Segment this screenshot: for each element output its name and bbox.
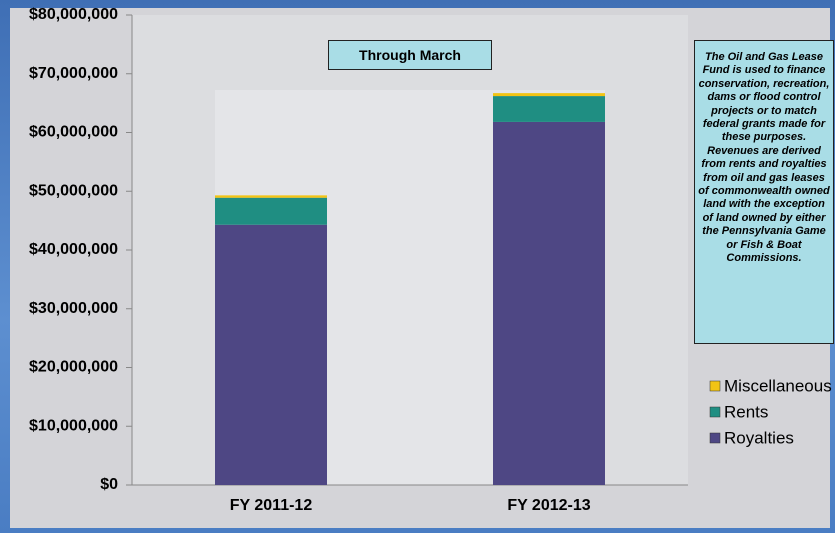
bar-segment — [493, 93, 605, 97]
y-tick-label: $30,000,000 — [29, 300, 118, 317]
x-tick-label: FY 2012-13 — [507, 497, 590, 514]
y-tick-label: $80,000,000 — [29, 6, 118, 23]
y-tick-label: $0 — [100, 476, 118, 493]
legend-label: Miscellaneous — [724, 376, 832, 395]
y-tick-label: $20,000,000 — [29, 359, 118, 376]
bar-segment — [215, 195, 327, 198]
legend-swatch — [709, 380, 721, 392]
y-tick-label: $10,000,000 — [29, 417, 118, 434]
bar-segment — [215, 224, 327, 486]
x-tick-label: FY 2011-12 — [230, 497, 313, 514]
bar-segment — [215, 197, 327, 225]
y-tick-label: $50,000,000 — [29, 182, 118, 199]
legend-swatch — [709, 406, 721, 418]
bar-segment — [493, 121, 605, 486]
bar-segment — [493, 96, 605, 122]
y-tick-label: $70,000,000 — [29, 65, 118, 82]
note-box: The Oil and Gas Lease Fund is used to fi… — [694, 40, 834, 344]
legend-swatch — [709, 432, 721, 444]
legend-label: Rents — [724, 402, 768, 421]
legend-label: Royalties — [724, 428, 794, 447]
annotation: Through March — [328, 40, 492, 70]
y-tick-label: $40,000,000 — [29, 241, 118, 258]
y-tick-label: $60,000,000 — [29, 124, 118, 141]
